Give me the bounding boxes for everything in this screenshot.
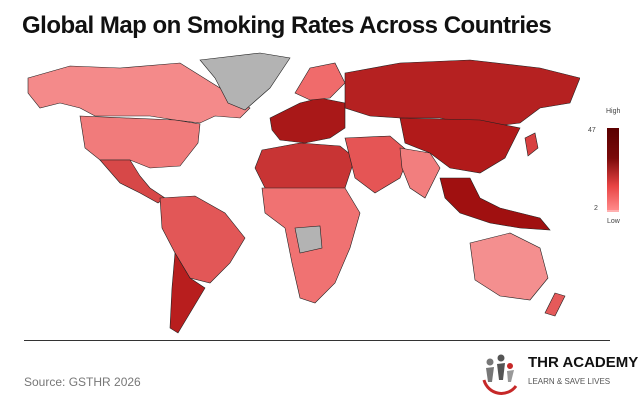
region-alaska-canada [27, 62, 251, 124]
logo-name: THR ACADEMY [528, 354, 639, 371]
source-note: Source: GSTHR 2026 [24, 375, 141, 389]
region-south-america-south [169, 252, 206, 334]
people-circle-icon [482, 354, 518, 395]
legend-min-value: 2 [594, 205, 598, 212]
region-japan [524, 132, 539, 157]
region-north-africa [254, 142, 356, 194]
legend-low-label: Low [607, 218, 620, 225]
region-southeast-asia [439, 177, 551, 231]
legend-gradient-bar [607, 128, 619, 212]
region-scandinavia [294, 62, 346, 101]
region-europe-west [269, 97, 346, 144]
region-new-zealand [544, 292, 566, 317]
region-greenland [199, 52, 291, 111]
divider [24, 340, 610, 341]
world-map [27, 52, 580, 334]
region-middle-east [344, 135, 411, 194]
color-legend: High 47 2 Low [586, 108, 640, 236]
region-russia [344, 59, 580, 129]
region-usa [79, 115, 201, 169]
legend-max-value: 47 [588, 127, 596, 134]
legend-high-label: High [606, 108, 621, 115]
thr-academy-logo: THR ACADEMY LEARN & SAVE LIVES [476, 350, 640, 398]
region-china-mongolia [399, 117, 521, 174]
page-title: Global Map on Smoking Rates Across Count… [22, 12, 552, 39]
region-australia [469, 232, 549, 301]
region-south-america-north [159, 195, 246, 284]
region-africa-no-data [294, 225, 323, 254]
logo-tagline: LEARN & SAVE LIVES [528, 377, 611, 386]
